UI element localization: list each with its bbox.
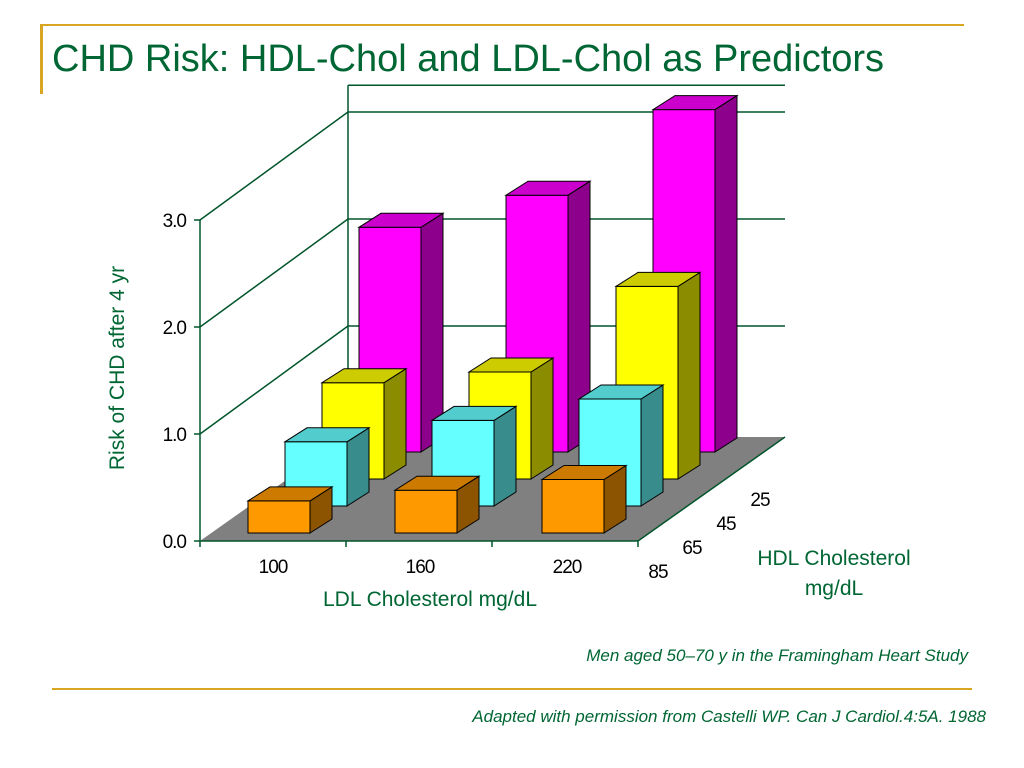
z-axis-label-line-1: mg/dL xyxy=(805,577,863,600)
source-credit: Adapted with permission from Castelli WP… xyxy=(472,707,986,726)
bar-25-160-top xyxy=(504,180,592,196)
z-axis-label-line-0: HDL Cholesterol xyxy=(757,547,910,570)
y-tick-label-3: 3.0 xyxy=(163,211,187,232)
bar-85-220-front xyxy=(541,479,605,534)
bar-25-220-top xyxy=(651,95,739,111)
bottom-rule xyxy=(52,688,972,690)
bar-65-100-top xyxy=(283,427,371,443)
bar-85-100-front xyxy=(247,500,311,534)
z-tick-label-25: 25 xyxy=(750,490,770,511)
y-tick-label-0: 0.0 xyxy=(163,532,187,553)
bar-45-160-top xyxy=(467,357,555,373)
x-tick-label-220: 220 xyxy=(553,557,582,578)
x-axis-label: LDL Cholesterol mg/dL xyxy=(323,588,537,611)
z-tick-label-85: 85 xyxy=(648,562,668,583)
bar-85-160-front xyxy=(394,489,458,534)
bar-65-220-top xyxy=(577,384,665,400)
bar-45-220-side xyxy=(677,271,701,480)
bar-85-100-top xyxy=(246,486,334,502)
gridline-side-2 xyxy=(199,218,349,328)
gridline-side-3 xyxy=(199,111,349,221)
z-axis-line xyxy=(637,436,786,542)
y-tick-label-2: 2.0 xyxy=(163,318,187,339)
bar-65-160-side xyxy=(493,405,517,507)
bar-85-220-top xyxy=(540,465,628,480)
bar-85-160-top xyxy=(393,475,481,491)
left-rule xyxy=(40,24,43,94)
slide-title: CHD Risk: HDL-Chol and LDL-Chol as Predi… xyxy=(52,38,885,80)
gridline-side-1 xyxy=(199,325,349,435)
x-tick-label-160: 160 xyxy=(406,557,435,578)
y-tick-label-1: 1.0 xyxy=(163,425,187,446)
top-rule xyxy=(40,24,964,26)
bar-25-100-top xyxy=(357,212,445,228)
z-tick-label-45: 45 xyxy=(716,514,736,535)
bar-45-100-side xyxy=(383,367,407,480)
study-footnote: Men aged 50–70 y in the Framingham Heart… xyxy=(586,646,968,665)
bar-65-220-side xyxy=(640,384,664,507)
bar-45-160-side xyxy=(530,357,554,480)
z-tick-label-65: 65 xyxy=(682,538,702,559)
x-tick-label-100: 100 xyxy=(259,557,288,578)
y-axis-label: Risk of CHD after 4 yr xyxy=(106,266,129,470)
bar-45-100-top xyxy=(320,368,408,384)
bar-65-160-top xyxy=(430,405,518,421)
bar-25-220-side xyxy=(714,94,738,453)
bar-45-220-top xyxy=(614,271,702,287)
